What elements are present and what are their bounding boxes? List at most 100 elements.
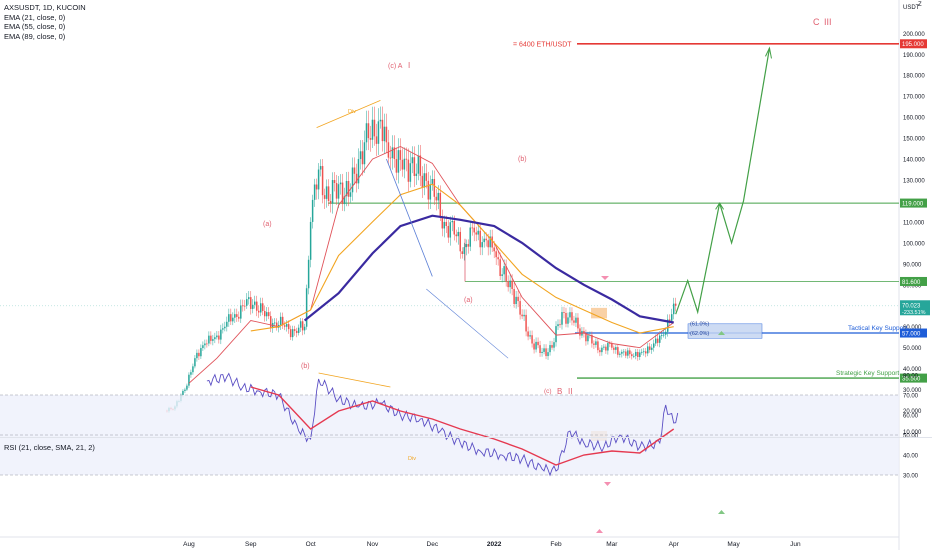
- candle-body: [617, 347, 619, 355]
- candle-body: [573, 320, 575, 323]
- candle-body: [559, 324, 561, 326]
- y-tick-label: 80.000: [903, 283, 922, 289]
- candle-body: [487, 240, 489, 248]
- wave-label-I: I: [408, 61, 410, 70]
- x-tick-label: Apr: [669, 541, 680, 548]
- candle-body: [674, 303, 677, 306]
- ema21-line: [188, 145, 674, 384]
- candle-body: [489, 236, 491, 248]
- y-tick-label: 190.000: [903, 53, 925, 59]
- price-axis-tag-label: 57.000: [902, 331, 921, 337]
- candle-body: [254, 301, 256, 305]
- legend-symbol: AXSUSDT, 1D, KUCOIN: [4, 3, 86, 12]
- candle-body: [261, 303, 264, 311]
- candle-body: [351, 167, 354, 193]
- candle-body: [455, 234, 458, 237]
- y-tick-label: 60.000: [903, 325, 922, 331]
- candle-body: [204, 343, 206, 346]
- candle-body: [521, 314, 523, 317]
- candle-body: [252, 304, 254, 309]
- candle-body: [653, 343, 655, 348]
- candle-body: [547, 352, 549, 357]
- candle-body: [601, 347, 603, 353]
- candle-body: [493, 247, 495, 252]
- price-axis-tag: [900, 328, 927, 338]
- candle-body: [200, 348, 202, 357]
- candle-body: [369, 138, 372, 140]
- candle-body: [385, 126, 388, 143]
- candle-body: [186, 385, 188, 390]
- candle-body: [367, 123, 370, 139]
- rsi-y-tick: 80.00: [903, 374, 919, 380]
- candle-body: [543, 348, 545, 352]
- candle-body: [611, 343, 613, 348]
- price-div-label: Div: [348, 109, 356, 115]
- rsi-y-tick: 50.00: [903, 434, 919, 440]
- candle-body: [429, 184, 432, 200]
- candle-body: [539, 345, 541, 353]
- candle-body: [659, 335, 661, 343]
- target-level-label: = 6400 ETH/USDT: [513, 41, 572, 48]
- candle-body: [670, 314, 673, 321]
- y-tick-label: 160.000: [903, 116, 925, 122]
- rsi-y-tick: 40.00: [903, 454, 919, 460]
- candle-body: [238, 316, 240, 319]
- y-tick-label: 150.000: [903, 137, 925, 143]
- candle-body: [621, 351, 623, 354]
- candle-body: [477, 230, 479, 235]
- candle-body: [517, 296, 519, 302]
- candle-body: [575, 317, 577, 323]
- candle-body: [339, 182, 342, 185]
- candle-body: [471, 227, 473, 229]
- candle-body: [668, 319, 671, 321]
- candle-body: [383, 126, 386, 142]
- candle-body: [639, 352, 641, 357]
- legend-ema55: EMA (55, close, 0): [4, 22, 66, 31]
- legend-ema89: EMA (89, close, 0): [4, 31, 66, 41]
- candle-body: [613, 347, 615, 350]
- y-tick-label: 40.000: [903, 367, 922, 373]
- ema89-line: [303, 214, 674, 324]
- y-tick-label: 110.000: [903, 220, 925, 226]
- candle-body: [323, 195, 326, 199]
- candle-body: [248, 297, 250, 300]
- candle-body: [347, 181, 350, 197]
- candle-body: [453, 221, 456, 235]
- candle-body: [633, 355, 635, 357]
- candle-body: [258, 310, 260, 313]
- pane-separator[interactable]: [0, 437, 932, 438]
- candle-body: [657, 338, 659, 343]
- rsi-y-tick: 30.00: [903, 474, 919, 480]
- candle-body: [279, 316, 282, 325]
- candle-body: [565, 312, 567, 324]
- candle-body: [275, 322, 278, 328]
- candle-body: [529, 335, 531, 337]
- candle-body: [475, 232, 477, 235]
- x-tick-label: 2022: [487, 541, 502, 548]
- candle-body: [637, 351, 639, 357]
- fib-label-62: (62.0%): [690, 331, 709, 337]
- candle-body: [182, 390, 184, 396]
- candle-body: [230, 314, 232, 322]
- candle-body: [220, 329, 222, 340]
- candle-body: [341, 182, 344, 205]
- candle-body: [449, 222, 452, 238]
- candle-body: [405, 158, 408, 160]
- candle-body: [439, 192, 442, 217]
- candle-body: [244, 305, 246, 307]
- candle-body: [433, 178, 436, 197]
- candle-body: [619, 353, 621, 355]
- candlestick-series: [166, 106, 677, 413]
- wave-label-a-right: (a): [464, 297, 473, 304]
- candle-body: [327, 186, 330, 201]
- candle-body: [291, 329, 294, 338]
- candle-body: [627, 350, 629, 356]
- x-tick-label: Aug: [183, 541, 195, 548]
- candle-body: [664, 331, 667, 335]
- candle-body: [228, 314, 230, 322]
- current-price-tag: [900, 300, 930, 316]
- candle-body: [281, 316, 284, 326]
- candle-body: [210, 335, 212, 341]
- candle-body: [212, 339, 214, 341]
- candle-body: [425, 173, 428, 181]
